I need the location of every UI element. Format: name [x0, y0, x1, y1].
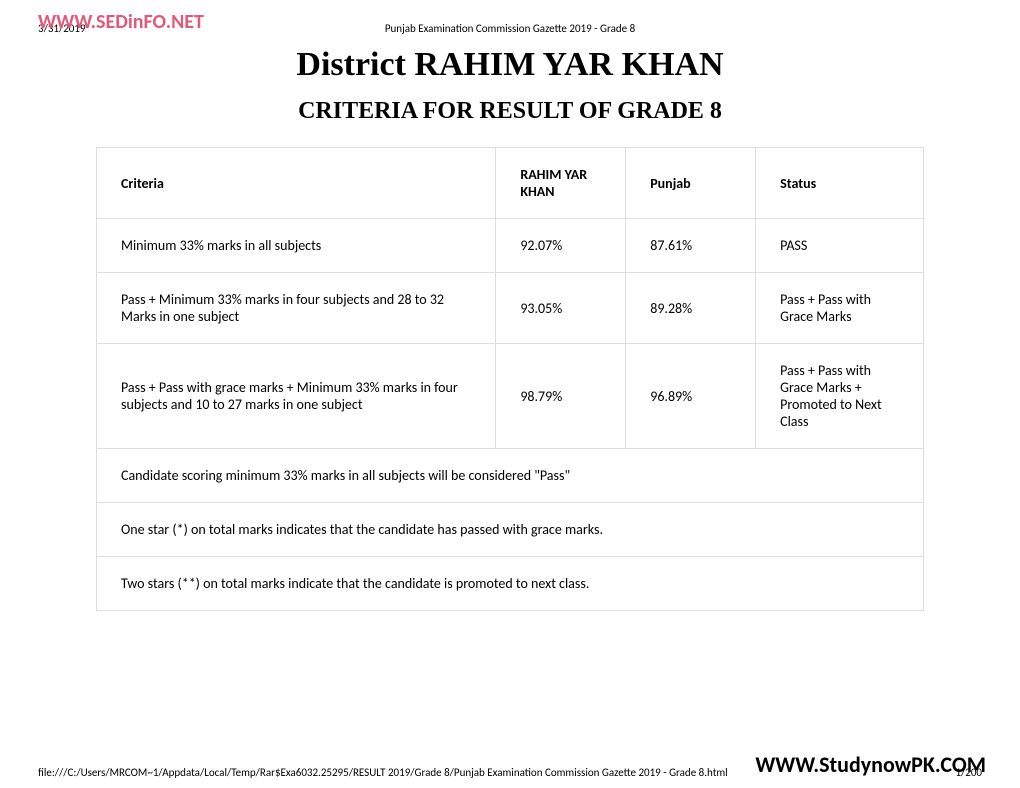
cell-status: Pass + Pass with Grace Marks	[756, 273, 924, 344]
cell-punjab: 89.28%	[626, 273, 756, 344]
col-header-status: Status	[756, 148, 924, 219]
table-row: Minimum 33% marks in all subjects 92.07%…	[97, 219, 924, 273]
cell-district: 98.79%	[496, 344, 626, 449]
note-cell: Two stars (**) on total marks indicate t…	[97, 557, 924, 611]
cell-status: Pass + Pass with Grace Marks + Promoted …	[756, 344, 924, 449]
cell-district: 93.05%	[496, 273, 626, 344]
cell-criteria: Minimum 33% marks in all subjects	[97, 219, 496, 273]
note-cell: Candidate scoring minimum 33% marks in a…	[97, 449, 924, 503]
table-row: Pass + Minimum 33% marks in four subject…	[97, 273, 924, 344]
cell-criteria: Pass + Pass with grace marks + Minimum 3…	[97, 344, 496, 449]
table-row: Pass + Pass with grace marks + Minimum 3…	[97, 344, 924, 449]
table-note-row: Two stars (**) on total marks indicate t…	[97, 557, 924, 611]
cell-criteria: Pass + Minimum 33% marks in four subject…	[97, 273, 496, 344]
watermark-bottom: WWW.StudynowPK.COM	[755, 751, 986, 778]
main-content: District RAHIM YAR KHAN CRITERIA FOR RES…	[0, 46, 1020, 611]
watermark-top: WWW.SEDinFO.NET	[38, 10, 204, 34]
criteria-table: Criteria RAHIM YAR KHAN Punjab Status Mi…	[96, 147, 924, 611]
cell-status: PASS	[756, 219, 924, 273]
col-header-criteria: Criteria	[97, 148, 496, 219]
cell-punjab: 87.61%	[626, 219, 756, 273]
cell-district: 92.07%	[496, 219, 626, 273]
table-note-row: Candidate scoring minimum 33% marks in a…	[97, 449, 924, 503]
cell-punjab: 96.89%	[626, 344, 756, 449]
footer-path: file:///C:/Users/MRCOM~1/Appdata/Local/T…	[38, 766, 728, 779]
table-note-row: One star (*) on total marks indicates th…	[97, 503, 924, 557]
table-header-row: Criteria RAHIM YAR KHAN Punjab Status	[97, 148, 924, 219]
col-header-district: RAHIM YAR KHAN	[496, 148, 626, 219]
page-subtitle: CRITERIA FOR RESULT OF GRADE 8	[0, 98, 1020, 125]
page-title: District RAHIM YAR KHAN	[0, 46, 1020, 84]
col-header-punjab: Punjab	[626, 148, 756, 219]
note-cell: One star (*) on total marks indicates th…	[97, 503, 924, 557]
